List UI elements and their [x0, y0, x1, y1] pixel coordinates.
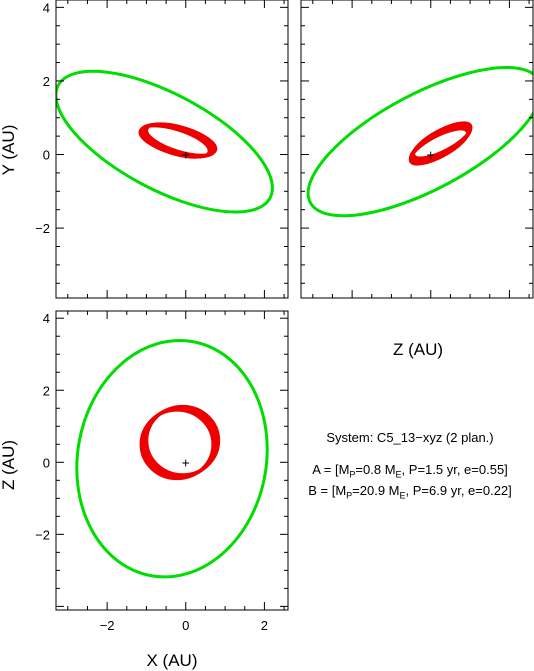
y-tick-label: 4: [43, 0, 50, 15]
orbit-b-green: [75, 338, 269, 579]
axes-frame: [55, 310, 289, 611]
system-label: System: C5_13−xyz (2 plan.): [326, 430, 494, 445]
panel-bottom-left: + −2 0 2 4 −2 0 2 X (AU) Z (AU): [0, 310, 289, 670]
orbit-b-green: [56, 69, 274, 214]
plot-area: +: [306, 66, 533, 218]
y-axis-label: Z (AU): [0, 440, 18, 490]
x-tick-label: −2: [100, 618, 115, 633]
y-tick-label: 2: [43, 74, 50, 89]
plot-area: +: [56, 69, 274, 214]
y-tick-label: −2: [35, 221, 50, 236]
star-marker: +: [182, 454, 190, 470]
orbit-a-line: [145, 404, 221, 477]
orbit-a-red: [138, 122, 218, 159]
panel-top-right: + Z (AU): [300, 0, 534, 359]
y-tick-label: −2: [35, 527, 50, 542]
x-axis-label: Z (AU): [393, 340, 443, 359]
axis-ticks: [56, 0, 288, 298]
planet-b-line: B = [MP=20.9 ME, P=6.9 yr, e=0.22]: [308, 482, 512, 501]
orbit-a-line: [412, 121, 473, 160]
x-tick-label: 0: [182, 618, 189, 633]
y-tick-label: 2: [43, 383, 50, 398]
orbit-a-line: [145, 122, 218, 157]
x-tick-label: 2: [261, 618, 268, 633]
planet-a-line: A = [MP=0.8 ME, P=1.5 yr, e=0.55]: [312, 462, 508, 480]
y-tick-label: 0: [43, 455, 50, 470]
orbit-a-red: [408, 121, 473, 166]
info-panel: System: C5_13−xyz (2 plan.) A = [MP=0.8 …: [290, 430, 530, 503]
axes-frame: [300, 0, 534, 299]
star-marker: +: [182, 147, 190, 163]
panel-top-left: + −2 0 2 4 Y (AU): [0, 0, 289, 299]
y-tick-label: 0: [43, 148, 50, 163]
orbit-a-red: [139, 404, 221, 481]
plot-area: +: [75, 338, 269, 579]
star-marker: +: [427, 147, 435, 163]
orbit-b-green: [306, 66, 533, 218]
axis-ticks: [56, 311, 288, 610]
axes-frame: [55, 0, 289, 299]
y-axis-label: Y (AU): [0, 125, 18, 176]
y-tick-label: 4: [43, 311, 50, 326]
axis-ticks: [301, 0, 533, 298]
x-axis-label: X (AU): [147, 651, 198, 670]
